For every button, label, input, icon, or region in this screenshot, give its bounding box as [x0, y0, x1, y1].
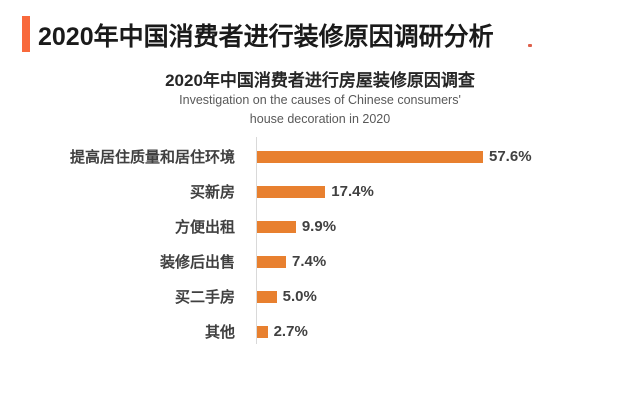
bar	[257, 220, 296, 233]
bar	[257, 255, 287, 268]
chart-row: 提高居住质量和居住环境 57.6%	[0, 139, 640, 174]
chart-row: 方便出租 9.9%	[0, 209, 640, 244]
category-label: 其他	[204, 324, 235, 341]
category-label: 买新房	[189, 184, 235, 201]
bar-chart-rows: 提高居住质量和居住环境 57.6% 买新房 17.4% 方便出租 9.9% 装修后出售 7.4…	[0, 139, 640, 349]
chart-subtitle-line2: house decoration in 2020	[249, 112, 391, 126]
value-label: 57.6%	[489, 148, 532, 165]
watermark-artifact	[528, 44, 532, 47]
chart-row: 装修后出售 7.4%	[0, 244, 640, 279]
y-axis-line	[256, 137, 257, 344]
chart-row: 其他 2.7%	[0, 314, 640, 349]
page-title: 2020年中国消费者进行装修原因调研分析	[38, 23, 494, 51]
chart-row: 买二手房 5.0%	[0, 279, 640, 314]
bar	[257, 290, 277, 303]
category-label: 装修后出售	[159, 254, 235, 271]
category-label: 买二手房	[174, 289, 235, 306]
bar	[257, 150, 483, 163]
category-label: 方便出租	[174, 219, 235, 236]
chart-subtitle-line1: Investigation on the causes of Chinese c…	[179, 93, 461, 107]
chart-row: 买新房 17.4%	[0, 174, 640, 209]
bar	[257, 325, 268, 338]
chart-title: 2020年中国消费者进行房屋装修原因调查	[165, 71, 475, 90]
title-accent-bar	[22, 16, 30, 52]
value-label: 9.9%	[301, 218, 337, 235]
value-label: 17.4%	[331, 183, 374, 200]
value-label: 2.7%	[273, 323, 308, 340]
value-label: 7.4%	[292, 253, 327, 270]
bar	[257, 185, 326, 198]
category-label: 提高居住质量和居住环境	[69, 149, 235, 166]
value-label: 5.0%	[282, 288, 317, 305]
